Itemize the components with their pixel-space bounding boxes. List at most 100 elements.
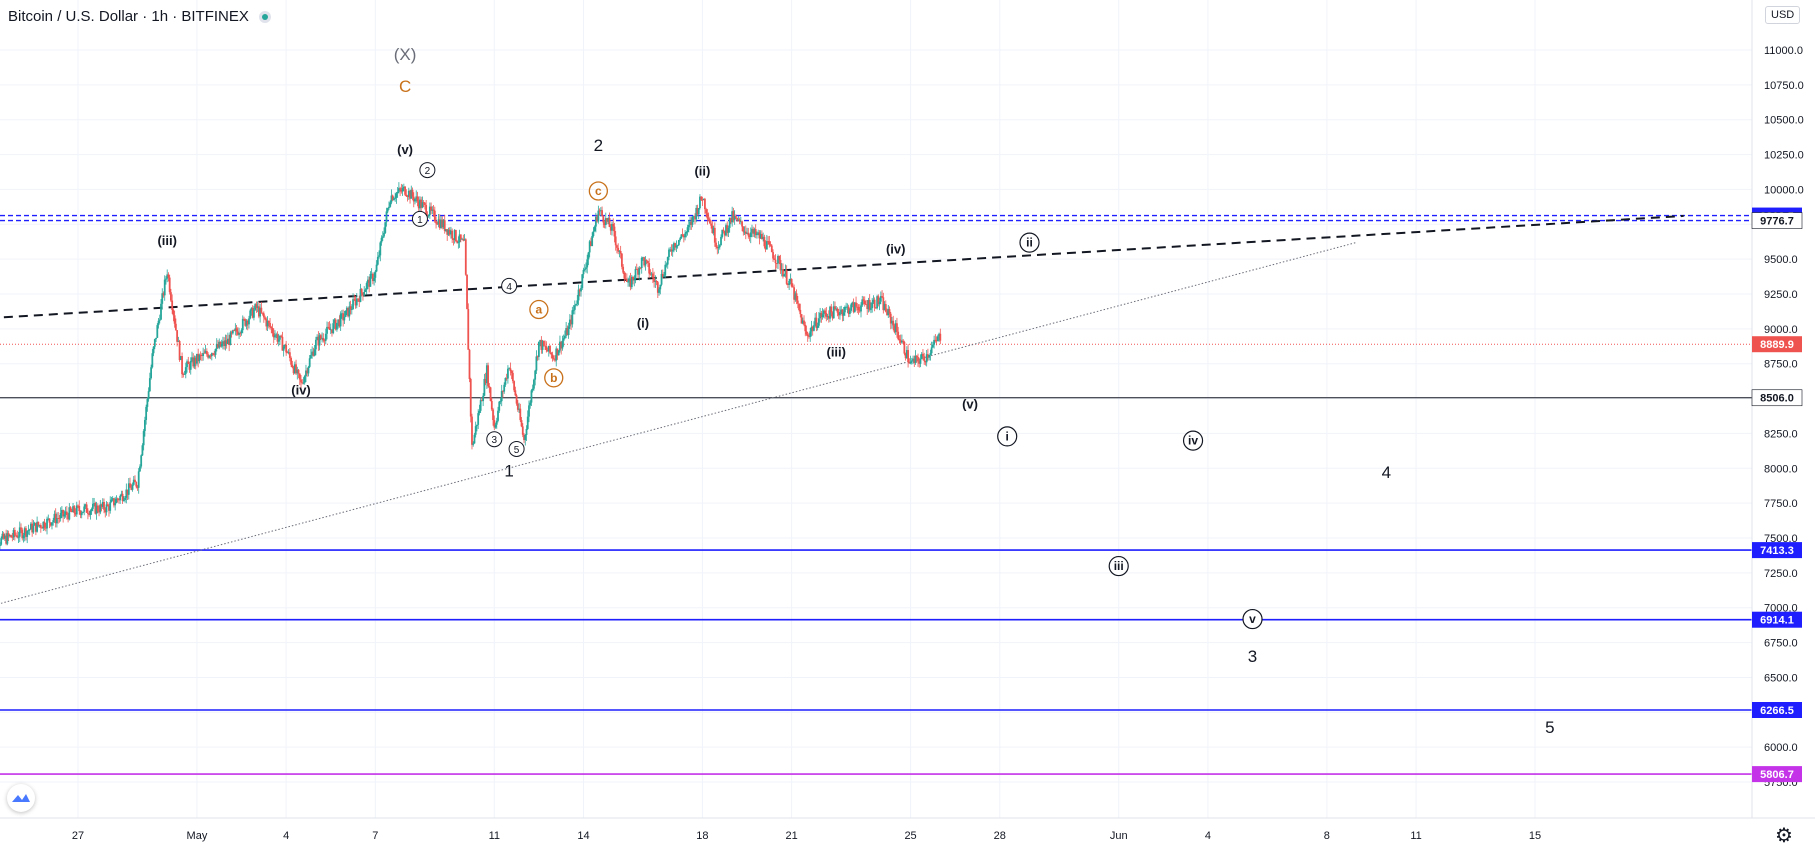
candle-body: [549, 345, 551, 353]
candle-body: [453, 230, 456, 240]
candle-body: [810, 326, 813, 332]
horizontal-levels: [0, 214, 1752, 775]
candle-body: [376, 256, 379, 265]
y-tick-label: 10750.0: [1764, 80, 1804, 92]
candle-body: [390, 195, 393, 203]
candle-body: [350, 309, 353, 311]
candle-body: [796, 300, 799, 304]
candle-body: [101, 502, 104, 507]
candle-body: [52, 520, 55, 523]
candle-body: [60, 510, 63, 514]
candle-body: [784, 270, 787, 275]
candle-body: [788, 280, 791, 285]
candle-body: [509, 368, 512, 372]
gear-icon[interactable]: ⚙: [1775, 825, 1793, 847]
candle-body: [731, 211, 734, 223]
trendline-dotted-gray[interactable]: [0, 241, 1357, 610]
x-tick-label: 8: [1324, 830, 1330, 842]
candle-body: [603, 222, 606, 225]
candle-body: [445, 229, 447, 231]
candle-body: [402, 186, 405, 189]
candle-body: [513, 381, 516, 391]
candle-body: [157, 320, 160, 326]
candle-body: [65, 511, 68, 516]
candle-body: [151, 353, 154, 368]
candle-body: [659, 284, 662, 290]
candle-body: [884, 304, 887, 312]
candle-body: [468, 349, 471, 379]
candle-body: [214, 348, 217, 355]
candle-body: [531, 388, 534, 391]
candle-body: [260, 307, 263, 313]
candle-body: [820, 312, 823, 318]
candle-body: [461, 238, 463, 240]
candle-body: [893, 325, 896, 333]
candle-body: [637, 269, 639, 275]
x-tick-label: 7: [372, 830, 378, 842]
candle-body: [923, 356, 926, 361]
candle-body: [831, 312, 834, 319]
candle-body: [229, 332, 232, 345]
candle-body: [614, 236, 617, 246]
y-tick-label: 10000.0: [1764, 184, 1804, 196]
candle-body: [288, 352, 291, 358]
candle-body: [358, 299, 361, 302]
candle-body: [484, 378, 487, 384]
currency-button[interactable]: USD: [1765, 6, 1801, 24]
candle-body: [550, 352, 553, 355]
y-tick-label: 10500.0: [1764, 115, 1804, 127]
candle-body: [613, 226, 616, 237]
candle-body: [197, 353, 200, 362]
candle-body: [457, 242, 460, 243]
candle-body: [37, 521, 40, 526]
candle-body: [208, 355, 211, 358]
candle-body: [624, 278, 627, 280]
candle-body: [274, 335, 276, 338]
candle-body: [207, 354, 209, 358]
candle-body: [161, 293, 164, 304]
y-tick-label: 7500.0: [1764, 533, 1798, 545]
candle-body: [331, 329, 333, 334]
candle-body: [176, 330, 179, 342]
candle-body: [497, 410, 499, 421]
candle-body: [872, 299, 875, 303]
candle-body: [664, 264, 667, 276]
candle-body: [929, 353, 932, 355]
candle-body: [145, 406, 148, 420]
candle-body: [472, 443, 475, 445]
candle-body: [262, 313, 265, 318]
candle-body: [655, 281, 658, 283]
candle-body: [559, 341, 561, 351]
candle-body: [839, 311, 841, 316]
candle-body: [46, 518, 48, 529]
candle-body: [132, 479, 135, 485]
candle-body: [310, 354, 312, 359]
candle-body: [674, 243, 677, 248]
candle-body: [801, 320, 804, 324]
candle-body: [889, 313, 892, 324]
candle-body: [845, 306, 848, 308]
candle-body: [900, 340, 903, 343]
candle-body: [224, 340, 227, 347]
candle-body: [632, 276, 634, 281]
candle-body: [557, 350, 560, 356]
candle-body: [642, 257, 644, 259]
tradingview-logo-icon[interactable]: [7, 784, 35, 812]
candle-body: [389, 202, 392, 207]
candle-body: [199, 354, 202, 356]
chart-title: Bitcoin / U.S. Dollar · 1h · BITFINEX: [8, 8, 271, 25]
candle-body: [431, 209, 434, 211]
candle-body: [430, 206, 432, 211]
candle-body: [634, 268, 637, 280]
candle-body: [692, 216, 695, 218]
candle-body: [524, 435, 527, 441]
candle-body: [179, 356, 182, 361]
candle-body: [95, 505, 98, 514]
candle-body: [422, 202, 425, 204]
candle-body: [482, 395, 485, 402]
candle-body: [259, 307, 262, 317]
candle-body: [580, 288, 582, 292]
candle-body: [296, 369, 299, 374]
candle-body: [757, 232, 760, 234]
